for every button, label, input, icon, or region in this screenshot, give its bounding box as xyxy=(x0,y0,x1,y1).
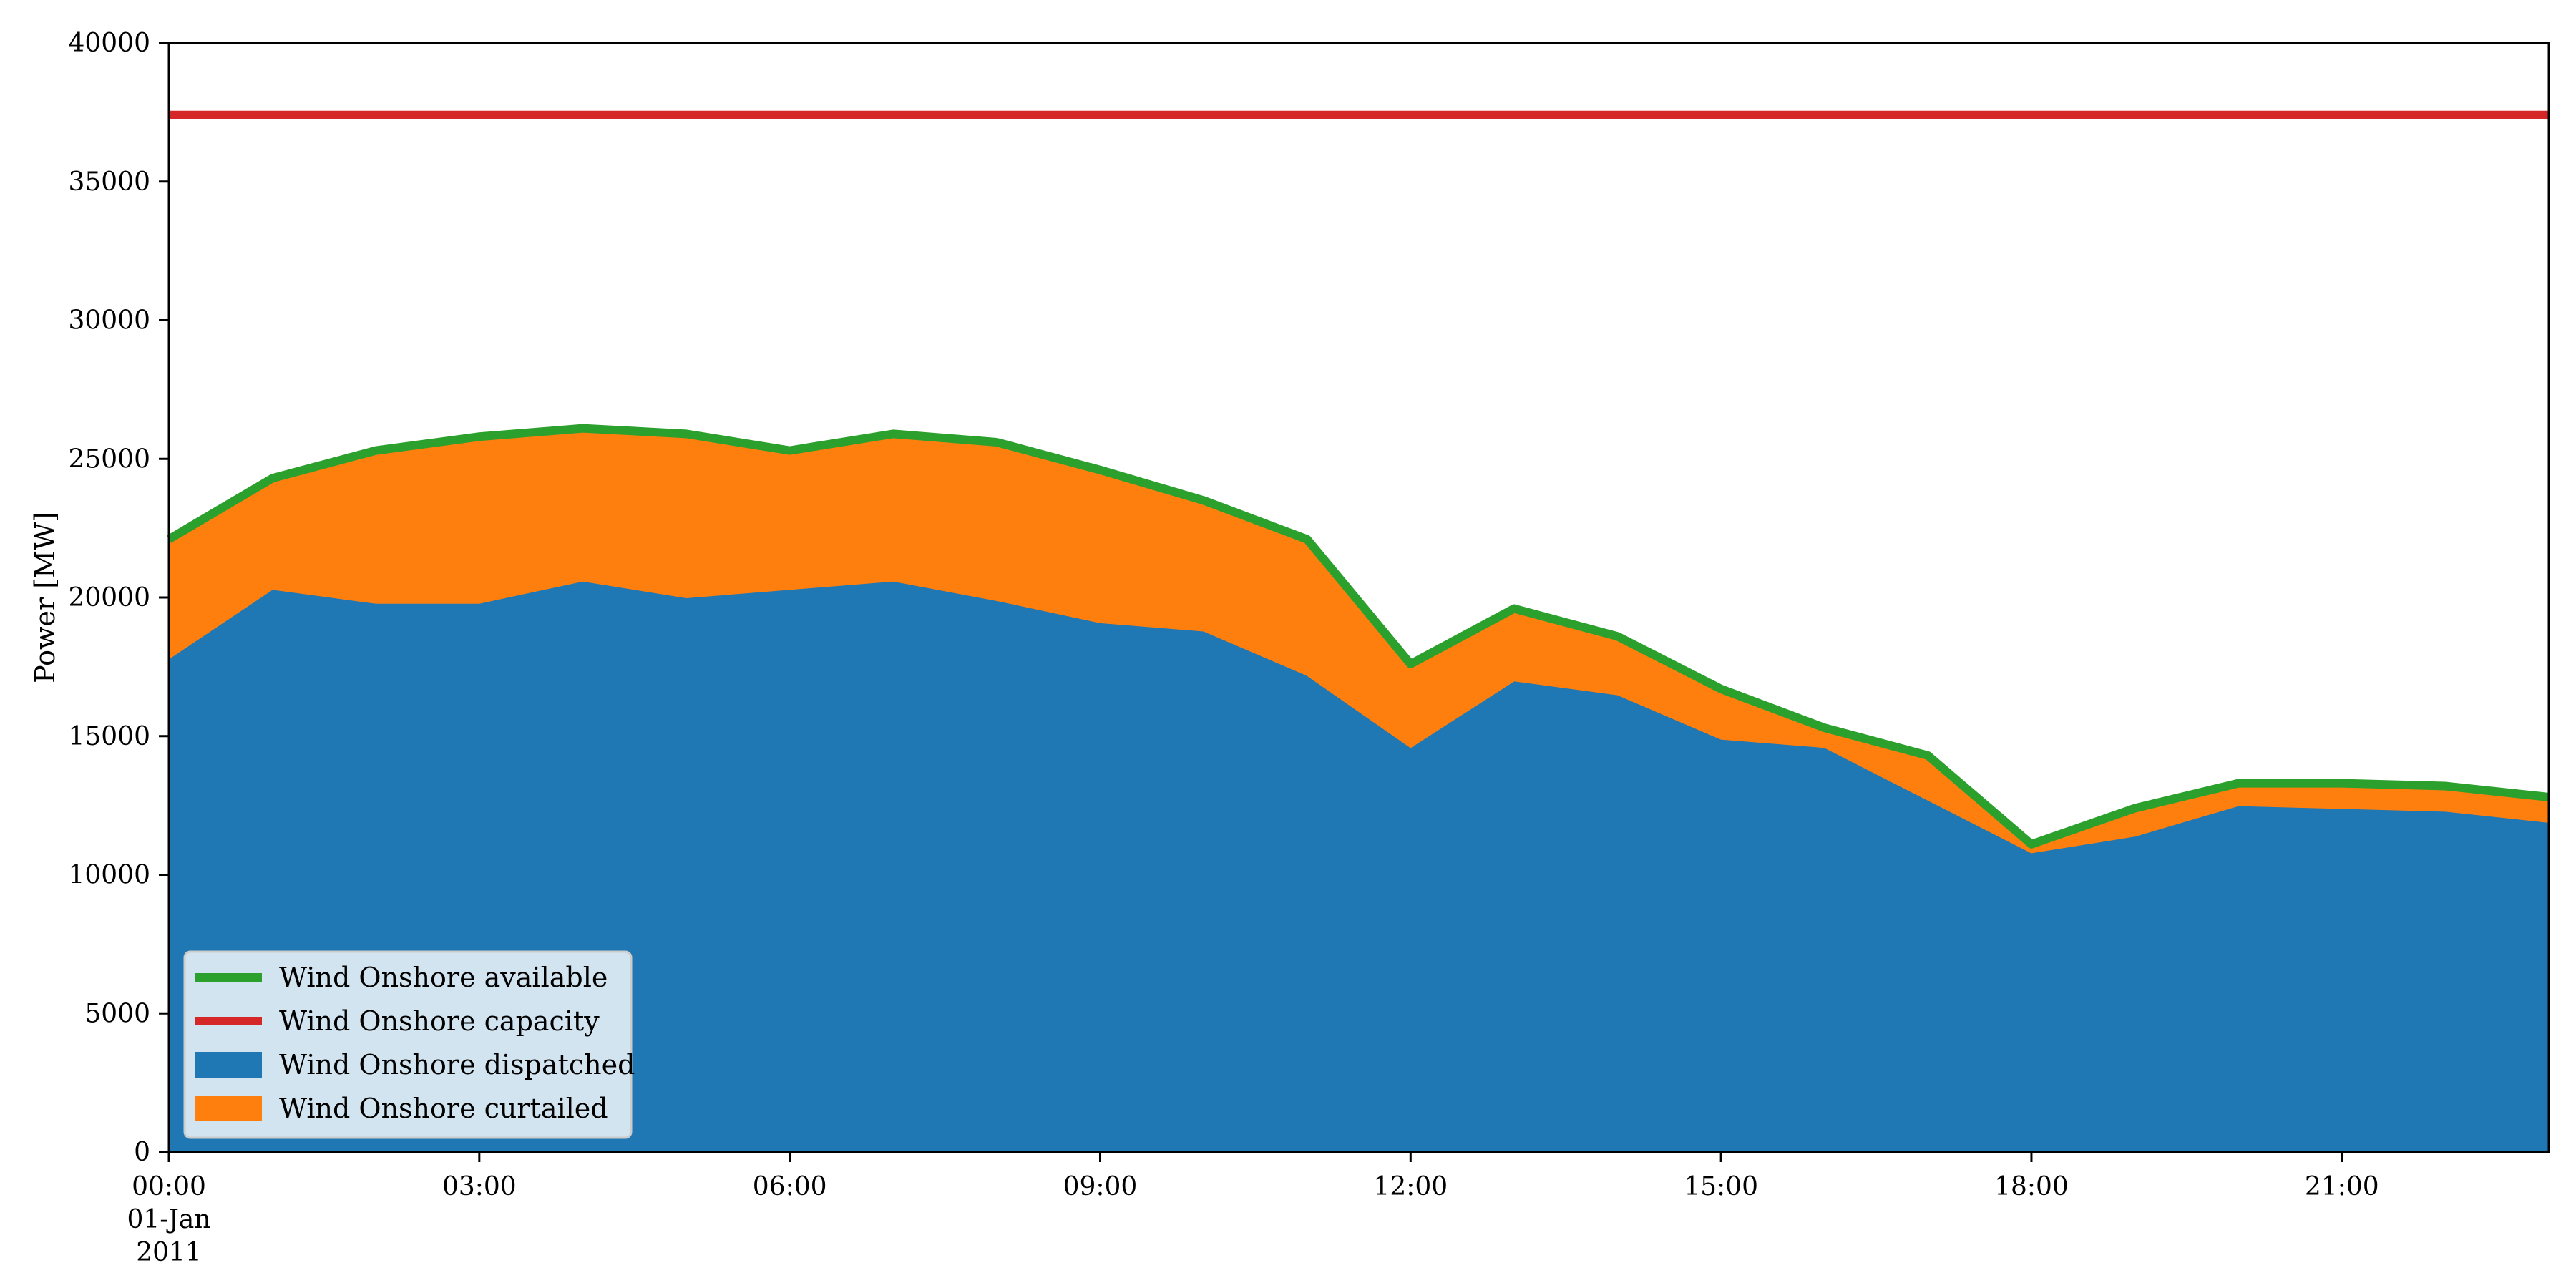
legend-label-wind-onshore-dispatched: Wind Onshore dispatched xyxy=(279,1049,635,1080)
line-wind-onshore-available xyxy=(166,424,2550,849)
legend-swatch-wind-onshore-curtailed xyxy=(195,1096,262,1121)
y-tick-label: 0 xyxy=(134,1138,150,1167)
legend-label-wind-onshore-capacity: Wind Onshore capacity xyxy=(279,1005,600,1037)
x-tick-label: 2011 xyxy=(136,1238,202,1267)
x-tick-label: 09:00 xyxy=(1063,1172,1138,1201)
x-tick-label: 12:00 xyxy=(1373,1172,1448,1201)
y-axis-label: Power [MW] xyxy=(29,512,61,683)
legend-label-wind-onshore-curtailed: Wind Onshore curtailed xyxy=(279,1093,608,1124)
line-layer xyxy=(166,110,2550,849)
x-tick-label: 00:00 xyxy=(132,1172,206,1201)
y-tick-label: 20000 xyxy=(68,583,150,613)
y-tick-label: 10000 xyxy=(68,861,150,890)
x-tick-label: 01-Jan xyxy=(127,1205,210,1234)
x-tick-label: 03:00 xyxy=(442,1172,517,1201)
y-tick-label: 15000 xyxy=(68,722,150,751)
x-tick-label: 18:00 xyxy=(1994,1172,2069,1201)
x-tick-label: 06:00 xyxy=(753,1172,827,1201)
x-tick-label: 21:00 xyxy=(2305,1172,2379,1201)
y-tick-label: 25000 xyxy=(68,444,150,474)
y-axis: 0 5000 10000 15000 20000 25000 30000 35000 40000 xyxy=(68,29,169,1167)
y-tick-label: 40000 xyxy=(68,29,150,58)
legend-label-wind-onshore-available: Wind Onshore available xyxy=(279,962,608,993)
legend-box xyxy=(183,950,633,1139)
legend: Wind Onshore available Wind Onshore capac… xyxy=(183,950,635,1139)
y-tick-label: 5000 xyxy=(84,999,150,1028)
y-tick-label: 30000 xyxy=(68,306,150,336)
x-axis: 00:00 01-Jan 2011 03:00 06:00 09:00 12:00 15:00… xyxy=(127,1152,2379,1267)
y-tick-label: 35000 xyxy=(68,167,150,197)
x-tick-label: 15:00 xyxy=(1684,1172,1758,1201)
legend-swatch-wind-onshore-dispatched xyxy=(195,1052,262,1078)
